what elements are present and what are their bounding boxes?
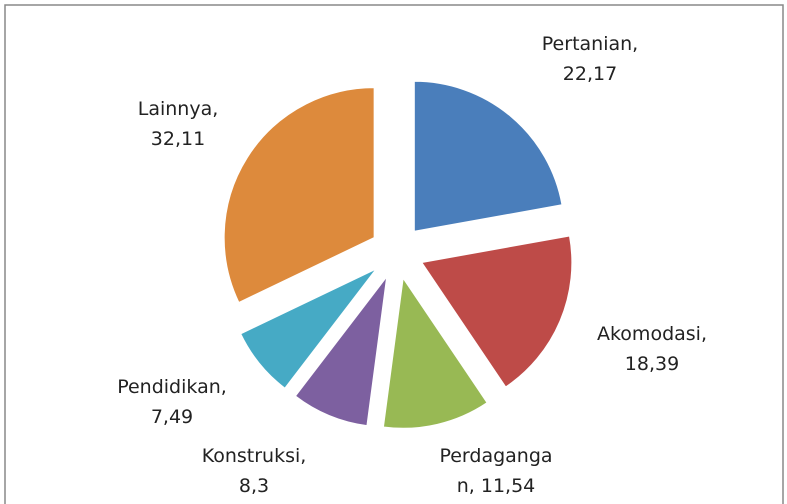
pie-slice: [223, 87, 375, 304]
pie-slice: [240, 268, 377, 389]
pie-slice: [421, 235, 573, 388]
data-label: Konstruksi, 8,3: [202, 445, 307, 497]
data-label: Akomodasi, 18,39: [597, 323, 707, 375]
pie-slice: [382, 276, 488, 429]
pie-slice: [413, 80, 563, 232]
chart-frame: [4, 4, 784, 504]
data-label: Lainnya, 32,11: [138, 98, 219, 150]
pie-slice: [294, 275, 388, 427]
data-label: Perdaganga n, 11,54: [439, 445, 552, 497]
data-label: Pertanian, 22,17: [542, 33, 638, 85]
data-label: Pendidikan, 7,49: [117, 376, 227, 428]
